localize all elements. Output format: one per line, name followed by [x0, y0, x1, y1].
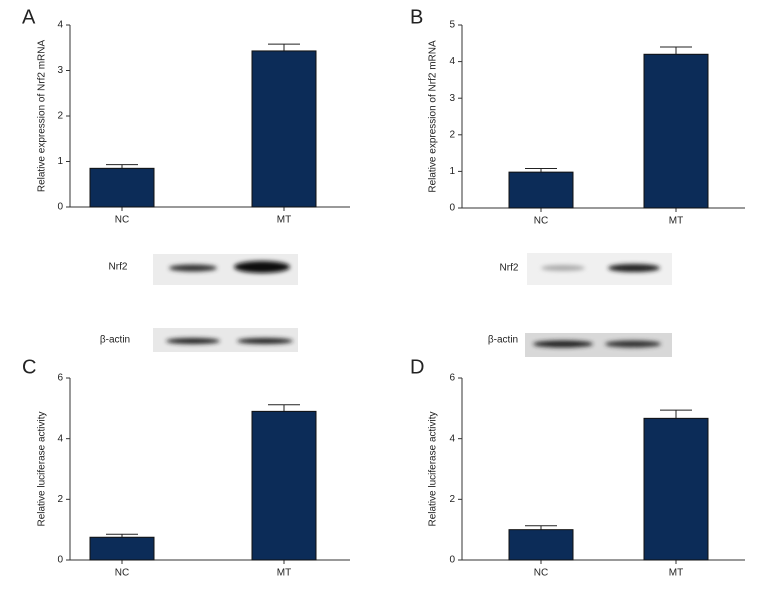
y-tick-label: 3 [449, 93, 455, 104]
x-tick-label: MT [277, 568, 291, 579]
x-tick-label: NC [115, 568, 129, 579]
x-tick-label: NC [534, 568, 548, 579]
y-tick-label: 4 [57, 20, 63, 31]
y-axis-label: Relative expression of Nrf2 mRNA [37, 40, 48, 193]
panel-label: D [410, 356, 424, 378]
blot-b-actin [525, 333, 672, 357]
y-tick-label: 0 [449, 203, 455, 214]
bar [89, 167, 155, 208]
y-tick-label: 6 [57, 373, 63, 384]
blot-a-actin [153, 328, 298, 352]
y-tick-label: 2 [57, 494, 63, 505]
y-tick-label: 1 [449, 166, 455, 177]
panel-label: B [410, 6, 423, 28]
y-axis-label: Relative luciferase activity [37, 411, 48, 526]
y-tick-label: 6 [449, 373, 455, 384]
y-tick-label: 4 [449, 433, 455, 444]
blot-label: β-actin [100, 335, 130, 346]
y-tick-label: 2 [449, 494, 455, 505]
blot-a-nrf2 [153, 254, 298, 285]
y-axis-label: Relative luciferase activity [428, 411, 439, 526]
bar [508, 171, 574, 209]
y-tick-label: 0 [57, 555, 63, 566]
y-tick-label: 5 [449, 20, 455, 31]
bar [89, 536, 155, 561]
x-tick-label: NC [115, 215, 129, 226]
y-tick-label: 0 [57, 202, 63, 213]
blot-label: Nrf2 [109, 262, 128, 273]
y-tick-label: 3 [57, 65, 63, 76]
bar [643, 417, 709, 561]
y-axis-label: Relative expression of Nrf2 mRNA [428, 40, 439, 193]
y-tick-label: 2 [449, 129, 455, 140]
panel-label: A [22, 6, 36, 28]
y-tick-label: 4 [449, 56, 455, 67]
y-tick-label: 0 [449, 555, 455, 566]
x-tick-label: MT [669, 216, 683, 227]
x-tick-label: MT [277, 215, 291, 226]
x-tick-label: MT [669, 568, 683, 579]
bar [251, 410, 317, 561]
y-tick-label: 4 [57, 433, 63, 444]
y-tick-label: 1 [57, 156, 63, 167]
blot-label: Nrf2 [500, 263, 519, 274]
bar [508, 529, 574, 561]
blot-b-nrf2 [527, 253, 672, 285]
bar [643, 53, 709, 209]
y-tick-label: 2 [57, 111, 63, 122]
panel-label: C [22, 356, 36, 378]
blot-label: β-actin [488, 335, 518, 346]
x-tick-label: NC [534, 216, 548, 227]
bar [251, 50, 317, 208]
